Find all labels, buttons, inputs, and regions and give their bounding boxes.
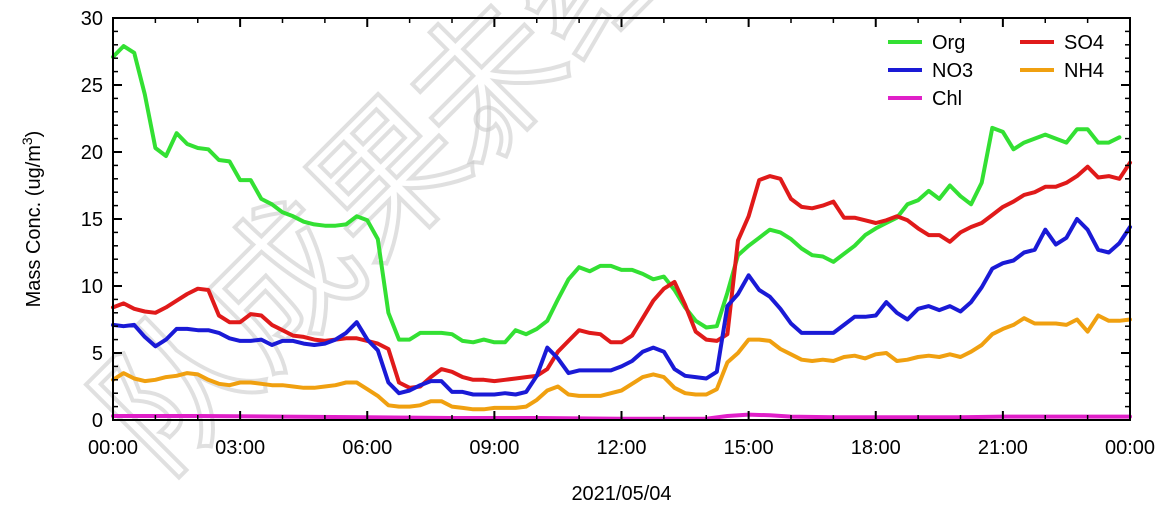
- x-tick-label: 00:00: [1105, 437, 1155, 459]
- y-tick-label: 15: [81, 209, 103, 231]
- legend-label-chl: Chl: [932, 88, 962, 110]
- x-tick-label: 09:00: [469, 437, 519, 459]
- y-tick-label: 20: [81, 142, 103, 164]
- y-tick-label: 10: [81, 276, 103, 298]
- y-tick-label: 0: [92, 410, 103, 432]
- legend: Org SO4 NO3 NH4 Chl: [888, 32, 1104, 110]
- legend-label-so4: SO4: [1064, 32, 1104, 54]
- y-axis-title-base: Mass Conc. (ug/m: [23, 145, 45, 307]
- x-tick-label: 03:00: [215, 437, 265, 459]
- x-tick-label: 15:00: [724, 437, 774, 459]
- x-tick-label: 21:00: [978, 437, 1028, 459]
- series-line-so4: [111, 160, 1132, 390]
- y-axis-title-sup: 3: [19, 137, 35, 145]
- legend-label-nh4: NH4: [1064, 60, 1104, 82]
- y-tick-label: 25: [81, 75, 103, 97]
- x-tick-label: 18:00: [851, 437, 901, 459]
- legend-label-no3: NO3: [932, 60, 973, 82]
- y-axis-title-close: ): [23, 131, 45, 138]
- x-tick-label: 06:00: [342, 437, 392, 459]
- y-axis-title: Mass Conc. (ug/m3): [19, 131, 45, 308]
- ticks-layer: 00:00 03:00 06:00 09:00 12:00 15:00 18:00 21:00…: [81, 8, 1155, 459]
- x-axis-title: 2021/05/04: [571, 483, 671, 505]
- y-tick-label: 5: [92, 343, 103, 365]
- y-tick-label: 30: [81, 8, 103, 30]
- legend-label-org: Org: [932, 32, 965, 54]
- x-tick-label: 00:00: [88, 437, 138, 459]
- x-tick-label: 12:00: [596, 437, 646, 459]
- series-line-nh4: [111, 313, 1132, 412]
- series-line-no3: [111, 217, 1132, 397]
- series-line-org: [111, 44, 1122, 345]
